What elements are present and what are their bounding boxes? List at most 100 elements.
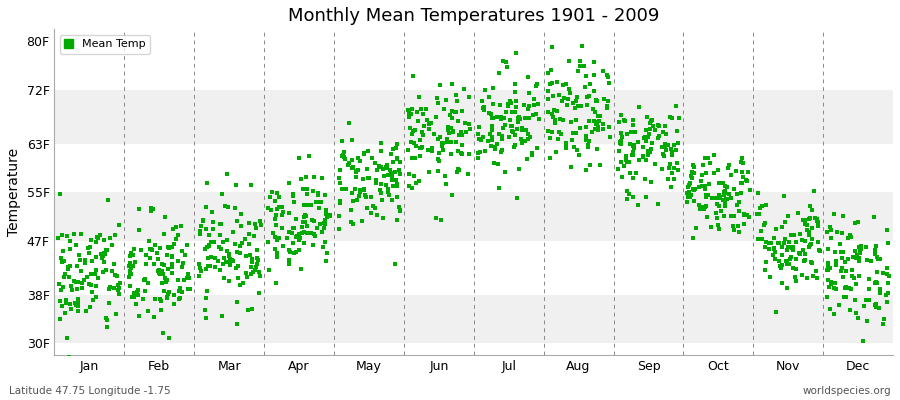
- Point: [172, 296, 186, 302]
- Point: [571, 103, 585, 110]
- Point: [493, 101, 508, 108]
- Point: [386, 182, 400, 189]
- Point: [319, 208, 333, 214]
- Point: [79, 274, 94, 280]
- Point: [734, 190, 748, 196]
- Point: [600, 105, 615, 112]
- Point: [374, 181, 389, 188]
- Point: [230, 298, 244, 305]
- Point: [639, 127, 653, 133]
- Point: [250, 261, 265, 268]
- Point: [337, 149, 351, 155]
- Point: [712, 180, 726, 186]
- Point: [274, 204, 289, 210]
- Point: [58, 310, 73, 317]
- Point: [300, 186, 314, 192]
- Point: [860, 318, 875, 324]
- Point: [122, 260, 137, 267]
- Point: [431, 156, 446, 162]
- Point: [636, 154, 651, 160]
- Point: [358, 194, 373, 200]
- Point: [433, 81, 447, 88]
- Point: [563, 119, 578, 126]
- Point: [651, 135, 665, 142]
- Point: [618, 157, 633, 164]
- Point: [199, 226, 213, 232]
- Point: [626, 116, 640, 123]
- Point: [796, 247, 810, 253]
- Point: [172, 288, 186, 294]
- Point: [727, 227, 742, 234]
- Point: [392, 204, 406, 211]
- Point: [147, 314, 161, 321]
- Point: [586, 88, 600, 95]
- Point: [289, 216, 303, 222]
- Point: [287, 250, 302, 256]
- Point: [695, 172, 709, 179]
- Point: [345, 165, 359, 171]
- Point: [218, 202, 232, 209]
- Point: [882, 273, 896, 279]
- Point: [112, 291, 126, 297]
- Point: [695, 204, 709, 211]
- Point: [797, 258, 812, 265]
- Point: [806, 272, 820, 279]
- Point: [294, 266, 309, 273]
- Point: [294, 229, 309, 236]
- Point: [652, 122, 666, 129]
- Point: [857, 303, 871, 309]
- Point: [59, 232, 74, 239]
- Point: [296, 218, 310, 225]
- Point: [699, 170, 714, 176]
- Point: [265, 188, 279, 195]
- Point: [226, 258, 240, 264]
- Point: [350, 167, 365, 173]
- Point: [60, 264, 75, 270]
- Point: [821, 246, 835, 252]
- Point: [495, 135, 509, 142]
- Point: [868, 302, 883, 308]
- Point: [155, 261, 169, 268]
- Point: [718, 183, 733, 189]
- Point: [651, 122, 665, 128]
- Point: [416, 132, 430, 139]
- Point: [543, 135, 557, 141]
- Point: [836, 249, 850, 256]
- Point: [390, 181, 404, 188]
- Point: [849, 255, 863, 261]
- Point: [669, 103, 683, 110]
- Point: [385, 197, 400, 204]
- Point: [333, 180, 347, 186]
- Point: [449, 109, 464, 116]
- Point: [670, 140, 685, 147]
- Point: [408, 127, 422, 133]
- Point: [737, 221, 751, 228]
- Point: [193, 228, 207, 234]
- Point: [454, 150, 468, 156]
- Point: [811, 219, 825, 225]
- Point: [580, 133, 594, 140]
- Point: [364, 210, 378, 216]
- Point: [181, 271, 195, 278]
- Point: [51, 234, 66, 241]
- Point: [592, 118, 607, 124]
- Point: [742, 214, 757, 221]
- Point: [496, 125, 510, 131]
- Point: [293, 235, 308, 241]
- Point: [834, 255, 849, 261]
- Point: [580, 94, 594, 100]
- Point: [698, 204, 713, 210]
- Point: [123, 265, 138, 271]
- Point: [544, 44, 559, 50]
- Point: [99, 317, 113, 323]
- Point: [450, 98, 464, 104]
- Point: [596, 68, 610, 75]
- Point: [310, 190, 325, 196]
- Point: [712, 226, 726, 232]
- Point: [430, 100, 445, 107]
- Point: [685, 174, 699, 181]
- Point: [357, 192, 372, 198]
- Point: [157, 288, 171, 294]
- Point: [63, 306, 77, 312]
- Point: [176, 260, 190, 266]
